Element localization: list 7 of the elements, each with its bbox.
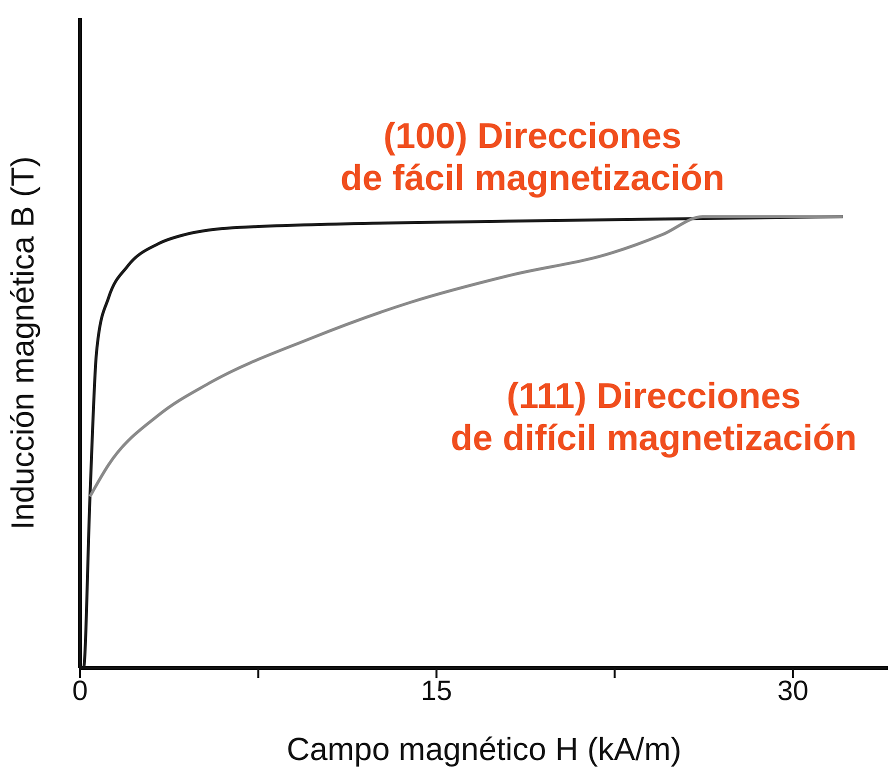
text: (111) Direcciones de difícil magnetización bbox=[450, 375, 857, 458]
x-tick-label: 15 bbox=[420, 674, 452, 706]
x-axis-title: Campo magnético H (kA/m) bbox=[286, 731, 682, 767]
series-label: (100) Direcciones de fácil magnetización bbox=[340, 115, 725, 198]
x-tick-label: 30 bbox=[777, 674, 809, 706]
x-tick-label: 0 bbox=[72, 674, 88, 706]
y-axis-title: Inducción magnética B (T) bbox=[4, 156, 40, 530]
